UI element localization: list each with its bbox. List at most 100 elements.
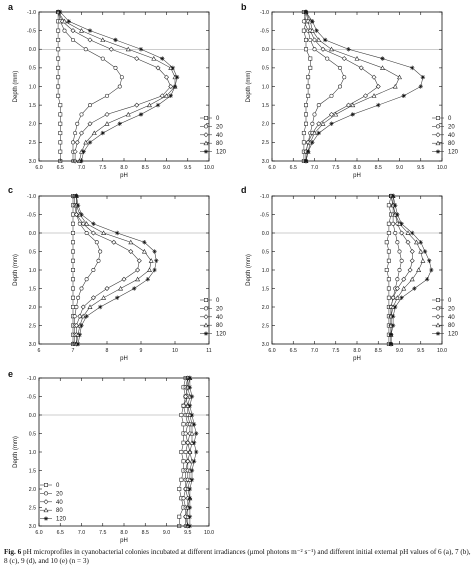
data-point-40 <box>394 286 400 291</box>
data-point-20 <box>329 93 334 98</box>
data-point-0 <box>181 459 186 464</box>
data-point-80 <box>392 83 398 89</box>
y-tick-label: 0.0 <box>262 47 269 53</box>
panel-c: c 6 7 8 9 10 11 -1.0 -0.5 0.0 0.5 1.0 1.5 2.0 2.5 3.0 pH… <box>8 185 227 362</box>
data-point-120 <box>113 37 118 43</box>
y-tick-label: 2.5 <box>29 505 36 511</box>
data-point-120 <box>115 295 120 300</box>
data-point-0 <box>56 28 61 33</box>
data-point-20 <box>91 268 96 272</box>
x-tick-label: 9.0 <box>396 165 403 171</box>
data-point-40 <box>155 65 161 71</box>
data-point-20 <box>72 314 77 319</box>
x-tick-label: 7 <box>72 348 75 354</box>
legend-marker <box>204 306 208 311</box>
data-point-0 <box>71 295 75 300</box>
y-tick-label: -0.5 <box>260 212 269 218</box>
data-point-80 <box>79 28 84 33</box>
data-point-20 <box>79 112 84 117</box>
data-point-40 <box>183 394 189 399</box>
data-point-120 <box>187 496 193 501</box>
x-tick-label: 6.0 <box>268 165 275 171</box>
x-tick-label: 8.0 <box>120 530 127 536</box>
data-point-120 <box>412 286 417 291</box>
caption-text: pH microprofiles in cyanobacterial colon… <box>4 548 471 565</box>
data-point-120 <box>395 212 400 217</box>
legend-marker <box>436 116 440 120</box>
data-point-40 <box>358 65 364 71</box>
data-point-40 <box>375 84 381 89</box>
x-tick-label: 10.0 <box>204 530 214 536</box>
data-point-80 <box>147 102 152 108</box>
data-point-80 <box>151 55 157 61</box>
data-point-0 <box>304 47 308 52</box>
data-point-0 <box>386 286 391 291</box>
data-point-80 <box>101 230 107 235</box>
legend-label: 80 <box>216 323 223 329</box>
legend-marker <box>204 116 208 120</box>
data-point-80 <box>118 285 124 291</box>
data-point-20 <box>183 450 188 454</box>
data-point-0 <box>71 249 75 254</box>
y-tick-label: -0.5 <box>27 28 36 34</box>
y-tick-label: 0.0 <box>29 231 36 237</box>
data-point-0 <box>71 221 75 226</box>
legend: 0 20 40 80 120 <box>200 298 227 338</box>
legend-label: 20 <box>216 124 223 130</box>
panel-d: d 6.0 6.5 7.0 7.5 8.0 8.5 9.0 9.5 10.0 -1.0 -0.5 0.0… <box>241 185 459 362</box>
data-point-40 <box>341 56 347 62</box>
y-tick-label: 2.5 <box>262 323 269 329</box>
y-tick-label: 2.5 <box>29 323 36 329</box>
data-point-40 <box>77 313 83 319</box>
data-point-0 <box>179 477 184 482</box>
legend-marker <box>436 298 440 302</box>
data-point-80 <box>83 139 89 145</box>
y-tick-label: 2.0 <box>262 305 269 311</box>
x-tick-label: 7.0 <box>311 165 318 171</box>
panel-label: b <box>241 2 247 12</box>
data-point-80 <box>148 258 154 263</box>
x-tick-label: 6 <box>38 348 41 354</box>
data-point-120 <box>142 240 147 245</box>
plot-frame <box>38 11 210 162</box>
legend-label: 80 <box>56 508 63 514</box>
data-point-0 <box>386 249 391 254</box>
data-point-0 <box>386 221 391 226</box>
plot-frame <box>271 11 443 162</box>
data-point-0 <box>56 93 61 98</box>
legend-marker <box>203 314 209 320</box>
data-point-120 <box>429 267 434 273</box>
data-point-80 <box>125 46 131 52</box>
data-point-120 <box>77 332 82 337</box>
x-tick-label: 8.5 <box>375 165 382 171</box>
x-tick-label: 7.5 <box>332 348 339 354</box>
legend-label: 40 <box>448 133 455 139</box>
data-point-120 <box>170 65 176 71</box>
legend-marker <box>204 298 208 302</box>
data-point-40 <box>407 267 413 273</box>
data-point-120 <box>376 102 381 108</box>
data-point-20 <box>74 305 79 309</box>
y-tick-label: 2.0 <box>262 122 269 128</box>
data-point-20 <box>119 75 124 80</box>
legend: 0 20 40 80 120 <box>432 116 459 156</box>
legend-marker <box>203 149 209 154</box>
x-tick-label: 9.0 <box>163 530 170 536</box>
x-axis-label: pH <box>120 173 128 179</box>
data-point-20 <box>395 277 400 282</box>
data-point-40 <box>409 258 415 264</box>
x-tick-label: 10.0 <box>204 165 214 171</box>
data-point-40 <box>80 304 86 310</box>
data-point-20 <box>395 240 400 245</box>
data-point-80 <box>397 74 402 80</box>
data-point-20 <box>71 140 75 145</box>
y-tick-label: 1.5 <box>29 286 36 292</box>
data-point-120 <box>388 332 394 337</box>
data-point-80 <box>91 130 97 136</box>
data-point-0 <box>306 84 311 89</box>
legend-marker <box>203 140 209 146</box>
data-point-80 <box>128 239 134 245</box>
x-tick-label: 6.5 <box>57 165 64 171</box>
panel-label: d <box>241 185 247 195</box>
